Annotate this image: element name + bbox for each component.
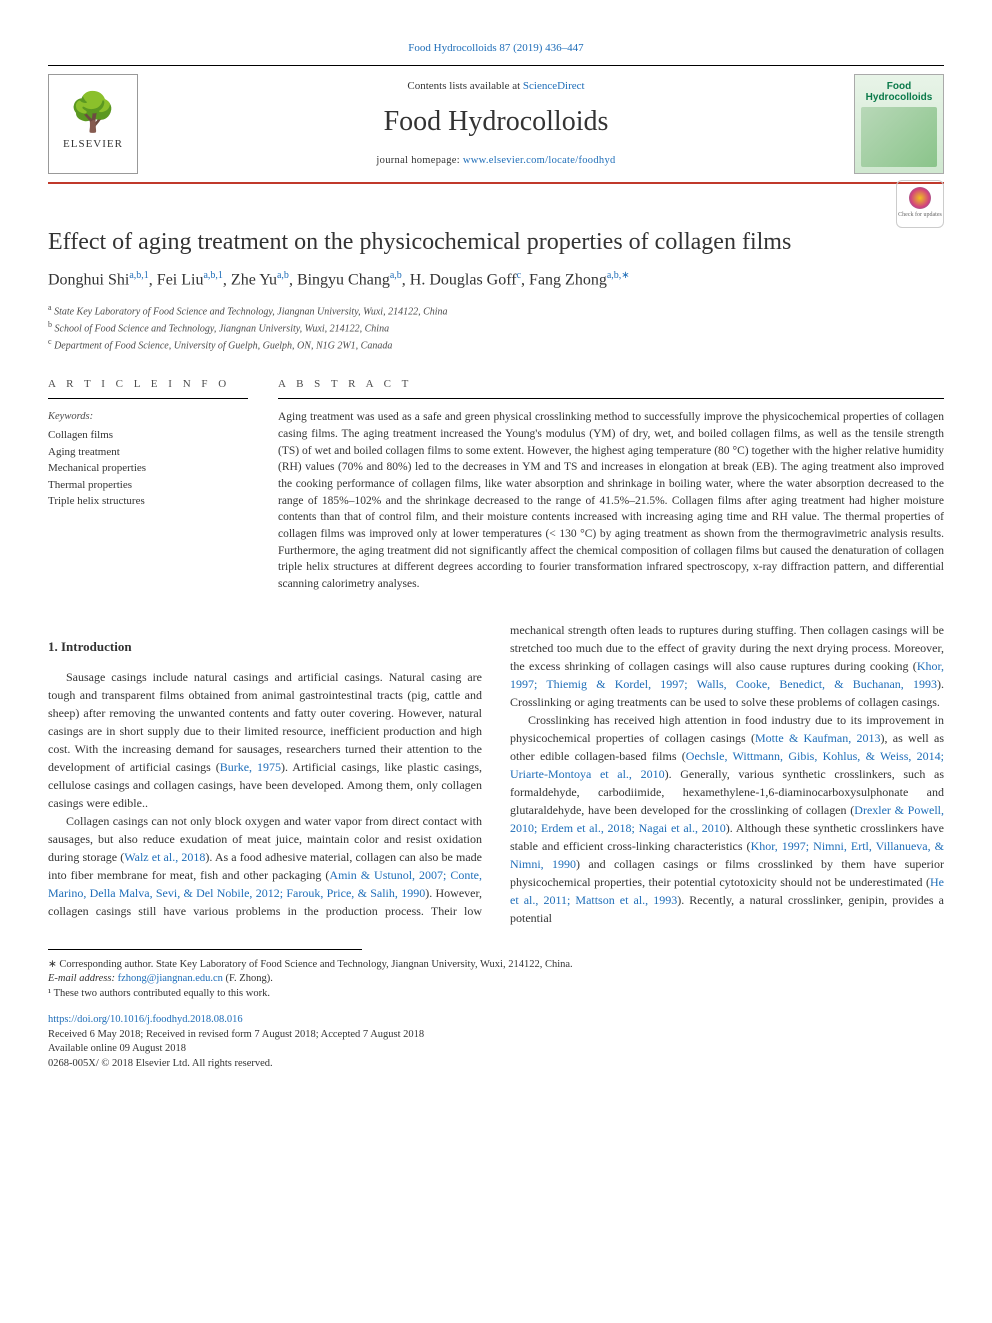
publication-history: Received 6 May 2018; Received in revised…: [48, 1028, 944, 1072]
journal-homepage-link[interactable]: www.elsevier.com/locate/foodhyd: [463, 155, 616, 166]
header-center: Contents lists available at ScienceDirec…: [138, 78, 854, 168]
abstract-column: A B S T R A C T Aging treatment was used…: [278, 376, 944, 593]
publisher-name: ELSEVIER: [63, 136, 123, 153]
keyword-item: Triple helix structures: [48, 493, 248, 510]
sciencedirect-link[interactable]: ScienceDirect: [523, 80, 585, 92]
authors-line: Donghui Shia,b,1, Fei Liua,b,1, Zhe Yua,…: [48, 268, 944, 292]
intro-heading: 1. Introduction: [48, 637, 482, 657]
footnotes-block: ∗ Corresponding author. State Key Labora…: [48, 958, 944, 1002]
abstract-rule: [278, 398, 944, 399]
keywords-list: Collagen filmsAging treatmentMechanical …: [48, 427, 248, 510]
keyword-item: Aging treatment: [48, 444, 248, 461]
affiliation-line: b School of Food Science and Technology,…: [48, 319, 944, 336]
contents-available-line: Contents lists available at ScienceDirec…: [138, 78, 854, 95]
keyword-item: Collagen films: [48, 427, 248, 444]
journal-name: Food Hydrocolloids: [138, 101, 854, 143]
doi-link[interactable]: https://doi.org/10.1016/j.foodhyd.2018.0…: [48, 1012, 944, 1028]
journal-citation[interactable]: Food Hydrocolloids 87 (2019) 436–447: [48, 40, 944, 57]
keywords-label: Keywords:: [48, 409, 248, 425]
footnote-rule: [48, 949, 362, 950]
corresponding-email-link[interactable]: fzhong@jiangnan.edu.cn: [118, 973, 223, 984]
corresponding-author-note: ∗ Corresponding author. State Key Labora…: [48, 958, 944, 973]
article-info-column: A R T I C L E I N F O Keywords: Collagen…: [48, 376, 248, 593]
abstract-text: Aging treatment was used as a safe and g…: [278, 409, 944, 592]
journal-header: 🌳 ELSEVIER Contents lists available at S…: [48, 65, 944, 184]
history-line: Received 6 May 2018; Received in revised…: [48, 1028, 944, 1043]
affiliations-block: a State Key Laboratory of Food Science a…: [48, 302, 944, 354]
journal-cover-thumbnail: FoodHydrocolloids: [854, 74, 944, 174]
check-for-updates-badge[interactable]: Check for updates: [896, 180, 944, 228]
body-two-column: 1. Introduction Sausage casings include …: [48, 621, 944, 927]
cover-title: FoodHydrocolloids: [866, 81, 933, 103]
crossmark-icon: [909, 187, 931, 209]
history-line: 0268-005X/ © 2018 Elsevier Ltd. All righ…: [48, 1057, 944, 1072]
article-title: Effect of aging treatment on the physico…: [48, 224, 944, 260]
publisher-logo: 🌳 ELSEVIER: [48, 74, 138, 174]
body-paragraph: Sausage casings include natural casings …: [48, 668, 482, 812]
cover-image-placeholder: [861, 107, 937, 167]
article-info-heading: A R T I C L E I N F O: [48, 376, 248, 393]
affiliation-line: c Department of Food Science, University…: [48, 336, 944, 353]
email-line: E-mail address: fzhong@jiangnan.edu.cn (…: [48, 972, 944, 987]
affiliation-line: a State Key Laboratory of Food Science a…: [48, 302, 944, 319]
history-line: Available online 09 August 2018: [48, 1042, 944, 1057]
keyword-item: Mechanical properties: [48, 460, 248, 477]
article-info-rule: [48, 398, 248, 399]
keyword-item: Thermal properties: [48, 477, 248, 494]
abstract-heading: A B S T R A C T: [278, 376, 944, 393]
article-info-abstract-row: A R T I C L E I N F O Keywords: Collagen…: [48, 376, 944, 593]
homepage-line: journal homepage: www.elsevier.com/locat…: [138, 153, 854, 169]
body-paragraph: Crosslinking has received high attention…: [510, 711, 944, 927]
elsevier-tree-icon: 🌳: [69, 94, 116, 132]
equal-contribution-note: ¹ These two authors contributed equally …: [48, 987, 944, 1002]
